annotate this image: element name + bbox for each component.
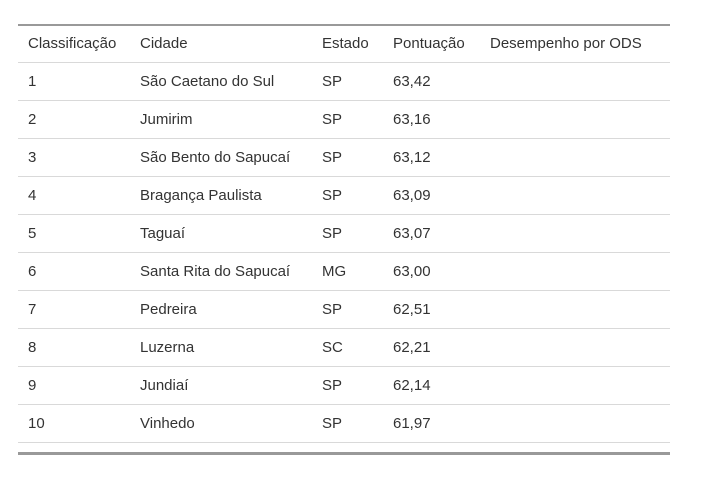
table-row: 8 Luzerna SC 62,21: [18, 328, 670, 367]
rank-cell: 1: [18, 62, 130, 101]
table-row: 4 Bragança Paulista SP 63,09: [18, 176, 670, 215]
ods-cell: [480, 366, 670, 405]
table-row: 10 Vinhedo SP 61,97: [18, 404, 670, 443]
city-cell: Jumirim: [130, 100, 312, 139]
rank-cell: 9: [18, 366, 130, 405]
score-cell: 63,09: [383, 176, 480, 215]
state-cell: MG: [312, 252, 383, 291]
state-cell: SP: [312, 100, 383, 139]
score-cell: 63,12: [383, 138, 480, 177]
city-cell: Jundiaí: [130, 366, 312, 405]
city-cell: São Bento do Sapucaí: [130, 138, 312, 177]
table-row: 9 Jundiaí SP 62,14: [18, 366, 670, 405]
table-header: Classificação Cidade Estado Pontuação De…: [18, 25, 670, 63]
header-classificacao: Classificação: [18, 25, 130, 63]
ods-cell: [480, 290, 670, 329]
header-row: Classificação Cidade Estado Pontuação De…: [18, 25, 670, 63]
ods-cell: [480, 214, 670, 253]
table-row: 5 Taguaí SP 63,07: [18, 214, 670, 253]
city-cell: Luzerna: [130, 328, 312, 367]
rank-cell: 7: [18, 290, 130, 329]
table-footer-spacer: [18, 443, 670, 454]
score-cell: 63,16: [383, 100, 480, 139]
rank-cell: 5: [18, 214, 130, 253]
state-cell: SP: [312, 404, 383, 443]
ranking-table-container: Classificação Cidade Estado Pontuação De…: [18, 24, 670, 455]
header-cidade: Cidade: [130, 25, 312, 63]
table-row: 2 Jumirim SP 63,16: [18, 100, 670, 139]
score-cell: 63,42: [383, 62, 480, 101]
city-cell: São Caetano do Sul: [130, 62, 312, 101]
rank-cell: 4: [18, 176, 130, 215]
city-ods-ranking-table: Classificação Cidade Estado Pontuação De…: [18, 24, 670, 455]
rank-cell: 2: [18, 100, 130, 139]
score-cell: 62,21: [383, 328, 480, 367]
city-cell: Pedreira: [130, 290, 312, 329]
header-pontuacao: Pontuação: [383, 25, 480, 63]
state-cell: SP: [312, 366, 383, 405]
ods-cell: [480, 138, 670, 177]
rank-cell: 3: [18, 138, 130, 177]
header-estado: Estado: [312, 25, 383, 63]
city-cell: Taguaí: [130, 214, 312, 253]
ods-cell: [480, 328, 670, 367]
state-cell: SP: [312, 214, 383, 253]
table-row: 7 Pedreira SP 62,51: [18, 290, 670, 329]
state-cell: SP: [312, 176, 383, 215]
rank-cell: 8: [18, 328, 130, 367]
ods-cell: [480, 176, 670, 215]
rank-cell: 10: [18, 404, 130, 443]
state-cell: SP: [312, 138, 383, 177]
score-cell: 63,00: [383, 252, 480, 291]
ods-cell: [480, 62, 670, 101]
city-cell: Bragança Paulista: [130, 176, 312, 215]
rank-cell: 6: [18, 252, 130, 291]
score-cell: 63,07: [383, 214, 480, 253]
header-desempenho-ods: Desempenho por ODS: [480, 25, 670, 63]
state-cell: SP: [312, 290, 383, 329]
table-row: 6 Santa Rita do Sapucaí MG 63,00: [18, 252, 670, 291]
table-row: 3 São Bento do Sapucaí SP 63,12: [18, 138, 670, 177]
state-cell: SP: [312, 62, 383, 101]
city-cell: Vinhedo: [130, 404, 312, 443]
state-cell: SC: [312, 328, 383, 367]
ods-cell: [480, 100, 670, 139]
table-row: 1 São Caetano do Sul SP 63,42: [18, 62, 670, 101]
score-cell: 62,51: [383, 290, 480, 329]
score-cell: 62,14: [383, 366, 480, 405]
table-body: 1 São Caetano do Sul SP 63,42 2 Jumirim …: [18, 62, 670, 443]
city-cell: Santa Rita do Sapucaí: [130, 252, 312, 291]
score-cell: 61,97: [383, 404, 480, 443]
ods-cell: [480, 252, 670, 291]
ods-cell: [480, 404, 670, 443]
